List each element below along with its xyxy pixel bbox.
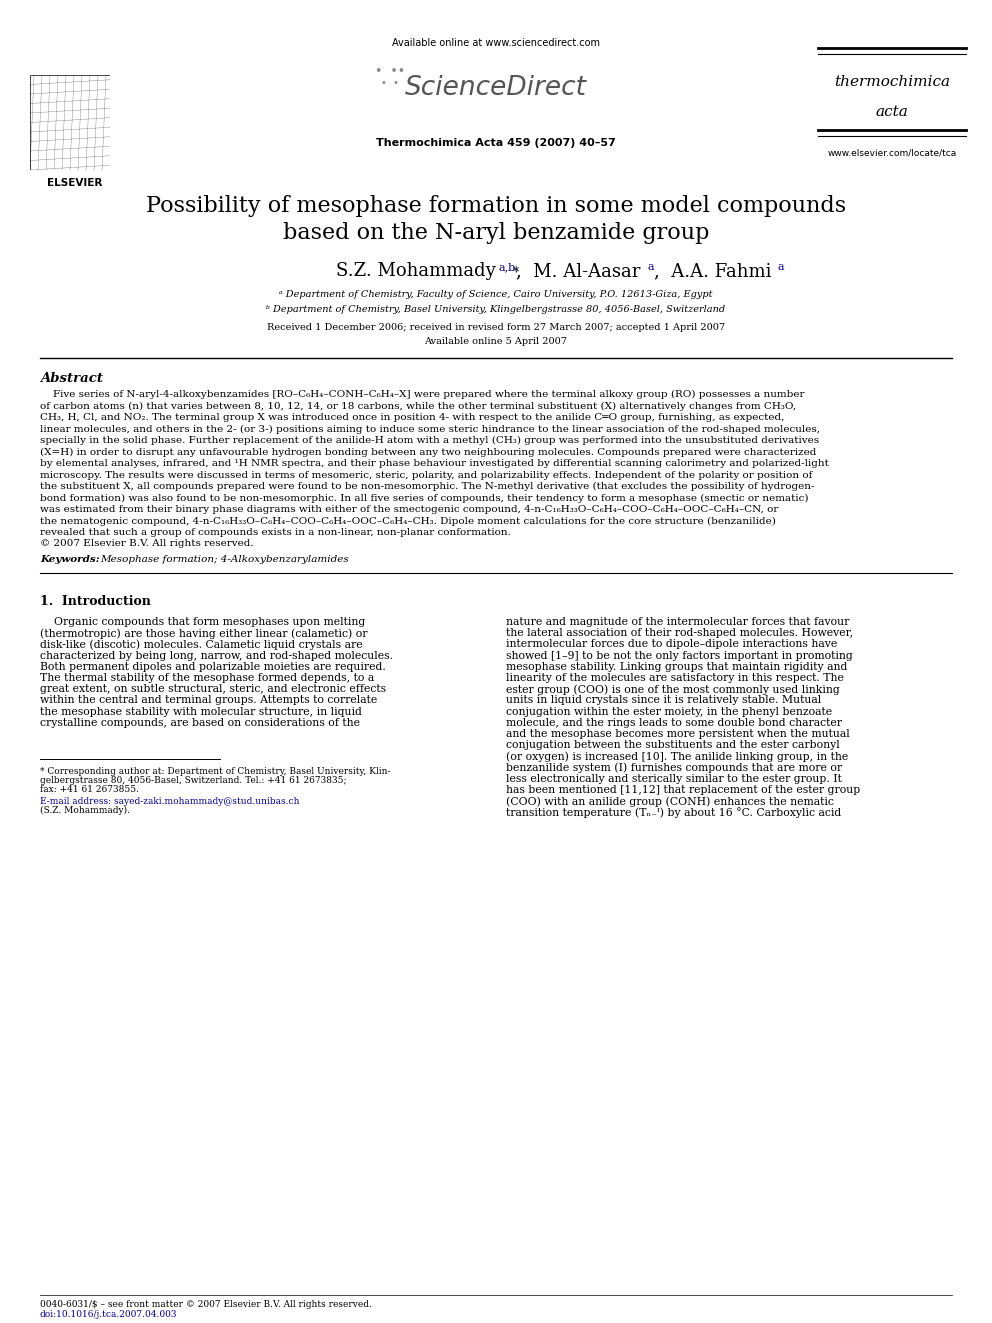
Text: •  ••: • •• (375, 65, 405, 78)
Text: Five series of N-aryl-4-alkoxybenzamides [RO–C₆H₄–CONH–C₆H₄–X] were prepared whe: Five series of N-aryl-4-alkoxybenzamides… (40, 390, 805, 400)
Text: nature and magnitude of the intermolecular forces that favour: nature and magnitude of the intermolecul… (506, 617, 849, 627)
Text: ᵇ Department of Chemistry, Basel University, Klingelbergstrasse 80, 4056-Basel, : ᵇ Department of Chemistry, Basel Univers… (267, 306, 725, 314)
Text: Available online at www.sciencedirect.com: Available online at www.sciencedirect.co… (392, 38, 600, 48)
Text: a: a (648, 262, 655, 273)
Text: fax: +41 61 2673855.: fax: +41 61 2673855. (40, 785, 139, 794)
Text: ,  A.A. Fahmi: , A.A. Fahmi (654, 262, 772, 280)
Text: Possibility of mesophase formation in some model compounds: Possibility of mesophase formation in so… (146, 194, 846, 217)
Text: (or oxygen) is increased [10]. The anilide linking group, in the: (or oxygen) is increased [10]. The anili… (506, 751, 848, 762)
Text: microscopy. The results were discussed in terms of mesomeric, steric, polarity, : microscopy. The results were discussed i… (40, 471, 812, 479)
Text: E-mail address: sayed-zaki.mohammady@stud.unibas.ch: E-mail address: sayed-zaki.mohammady@stu… (40, 796, 300, 806)
Text: the nematogenic compound, 4-n-C₁₆H₃₃O–C₆H₄–COO–C₆H₄–OOC–C₆H₄–CH₃. Dipole moment : the nematogenic compound, 4-n-C₁₆H₃₃O–C₆… (40, 516, 776, 525)
Text: gelbergstrasse 80, 4056-Basel, Switzerland. Tel.: +41 61 2673835;: gelbergstrasse 80, 4056-Basel, Switzerla… (40, 777, 346, 785)
Text: •  •: • • (381, 78, 399, 89)
Text: a,b,: a,b, (498, 262, 519, 273)
Text: ScienceDirect: ScienceDirect (405, 75, 587, 101)
Text: ,  M. Al-Aasar: , M. Al-Aasar (516, 262, 641, 280)
Text: Abstract: Abstract (40, 372, 103, 385)
Text: ᵃ Department of Chemistry, Faculty of Science, Cairo University, P.O. 12613-Giza: ᵃ Department of Chemistry, Faculty of Sc… (280, 290, 712, 299)
Text: less electronically and sterically similar to the ester group. It: less electronically and sterically simil… (506, 774, 842, 783)
Text: of carbon atoms (n) that varies between 8, 10, 12, 14, or 18 carbons, while the : of carbon atoms (n) that varies between … (40, 401, 797, 410)
Text: www.elsevier.com/locate/tca: www.elsevier.com/locate/tca (827, 148, 956, 157)
Text: based on the N-aryl benzamide group: based on the N-aryl benzamide group (283, 222, 709, 243)
Text: a: a (778, 262, 785, 273)
Text: Both permanent dipoles and polarizable moieties are required.: Both permanent dipoles and polarizable m… (40, 662, 386, 672)
Text: by elemental analyses, infrared, and ¹H NMR spectra, and their phase behaviour i: by elemental analyses, infrared, and ¹H … (40, 459, 829, 468)
Text: 0040-6031/$ – see front matter © 2007 Elsevier B.V. All rights reserved.: 0040-6031/$ – see front matter © 2007 El… (40, 1301, 372, 1308)
Text: Organic compounds that form mesophases upon melting: Organic compounds that form mesophases u… (40, 617, 365, 627)
Text: characterized by being long, narrow, and rod-shaped molecules.: characterized by being long, narrow, and… (40, 651, 393, 660)
Text: within the central and terminal groups. Attempts to correlate: within the central and terminal groups. … (40, 696, 377, 705)
Text: the mesophase stability with molecular structure, in liquid: the mesophase stability with molecular s… (40, 706, 362, 717)
Text: acta: acta (876, 105, 909, 119)
Text: molecule, and the rings leads to some double bond character: molecule, and the rings leads to some do… (506, 718, 842, 728)
Text: mesophase stability. Linking groups that maintain rigidity and: mesophase stability. Linking groups that… (506, 662, 847, 672)
Text: units in liquid crystals since it is relatively stable. Mutual: units in liquid crystals since it is rel… (506, 696, 821, 705)
Text: Available online 5 April 2007: Available online 5 April 2007 (425, 337, 567, 347)
Text: (S.Z. Mohammady).: (S.Z. Mohammady). (40, 806, 130, 815)
Text: doi:10.1016/j.tca.2007.04.003: doi:10.1016/j.tca.2007.04.003 (40, 1310, 178, 1319)
Text: Mesophase formation; 4-Alkoxybenzarylamides: Mesophase formation; 4-Alkoxybenzarylami… (100, 556, 349, 564)
Text: 1.  Introduction: 1. Introduction (40, 595, 151, 609)
Text: The thermal stability of the mesophase formed depends, to a: The thermal stability of the mesophase f… (40, 673, 374, 683)
Text: intermolecular forces due to dipole–dipole interactions have: intermolecular forces due to dipole–dipo… (506, 639, 837, 650)
Text: has been mentioned [11,12] that replacement of the ester group: has been mentioned [11,12] that replacem… (506, 785, 860, 795)
Text: CH₃, H, Cl, and NO₂. The terminal group X was introduced once in position 4- wit: CH₃, H, Cl, and NO₂. The terminal group … (40, 413, 785, 422)
Text: the substituent X, all compounds prepared were found to be non-mesomorphic. The : the substituent X, all compounds prepare… (40, 482, 814, 491)
Text: Keywords:: Keywords: (40, 556, 99, 564)
Text: Received 1 December 2006; received in revised form 27 March 2007; accepted 1 Apr: Received 1 December 2006; received in re… (267, 323, 725, 332)
Text: bond formation) was also found to be non-mesomorphic. In all five series of comp: bond formation) was also found to be non… (40, 493, 808, 503)
Text: * Corresponding author at: Department of Chemistry, Basel University, Klin-: * Corresponding author at: Department of… (40, 767, 391, 777)
Text: transition temperature (Tₙ₋ᴵ) by about 16 °C. Carboxylic acid: transition temperature (Tₙ₋ᴵ) by about 1… (506, 807, 841, 818)
Text: specially in the solid phase. Further replacement of the anilide-H atom with a m: specially in the solid phase. Further re… (40, 437, 819, 445)
Text: (thermotropic) are those having either linear (calametic) or: (thermotropic) are those having either l… (40, 628, 367, 639)
Text: benzanilide system (I) furnishes compounds that are more or: benzanilide system (I) furnishes compoun… (506, 762, 842, 773)
Text: S.Z. Mohammady: S.Z. Mohammady (336, 262, 496, 280)
Text: revealed that such a group of compounds exists in a non-linear, non-planar confo: revealed that such a group of compounds … (40, 528, 511, 537)
Text: ester group (COO) is one of the most commonly used linking: ester group (COO) is one of the most com… (506, 684, 840, 695)
Text: (X=H) in order to disrupt any unfavourable hydrogen bonding between any two neig: (X=H) in order to disrupt any unfavourab… (40, 447, 816, 456)
Text: and the mesophase becomes more persistent when the mutual: and the mesophase becomes more persisten… (506, 729, 850, 740)
Text: © 2007 Elsevier B.V. All rights reserved.: © 2007 Elsevier B.V. All rights reserved… (40, 540, 254, 549)
Text: conjugation between the substituents and the ester carbonyl: conjugation between the substituents and… (506, 740, 840, 750)
Text: linear molecules, and others in the 2- (or 3-) positions aiming to induce some s: linear molecules, and others in the 2- (… (40, 425, 820, 434)
Text: *: * (513, 266, 519, 279)
Text: Thermochimica Acta 459 (2007) 40–57: Thermochimica Acta 459 (2007) 40–57 (376, 138, 616, 148)
Text: thermochimica: thermochimica (834, 75, 950, 89)
Text: linearity of the molecules are satisfactory in this respect. The: linearity of the molecules are satisfact… (506, 673, 844, 683)
Text: showed [1–9] to be not the only factors important in promoting: showed [1–9] to be not the only factors … (506, 651, 853, 660)
Text: conjugation within the ester moiety, in the phenyl benzoate: conjugation within the ester moiety, in … (506, 706, 832, 717)
Text: disk-like (discotic) molecules. Calametic liquid crystals are: disk-like (discotic) molecules. Calameti… (40, 639, 363, 650)
Text: the lateral association of their rod-shaped molecules. However,: the lateral association of their rod-sha… (506, 628, 853, 638)
Text: ELSEVIER: ELSEVIER (48, 179, 103, 188)
Text: crystalline compounds, are based on considerations of the: crystalline compounds, are based on cons… (40, 718, 360, 728)
Text: (COO) with an anilide group (CONH) enhances the nematic: (COO) with an anilide group (CONH) enhan… (506, 796, 834, 807)
Text: great extent, on subtle structural, steric, and electronic effects: great extent, on subtle structural, ster… (40, 684, 386, 695)
Text: was estimated from their binary phase diagrams with either of the smectogenic co: was estimated from their binary phase di… (40, 505, 779, 515)
